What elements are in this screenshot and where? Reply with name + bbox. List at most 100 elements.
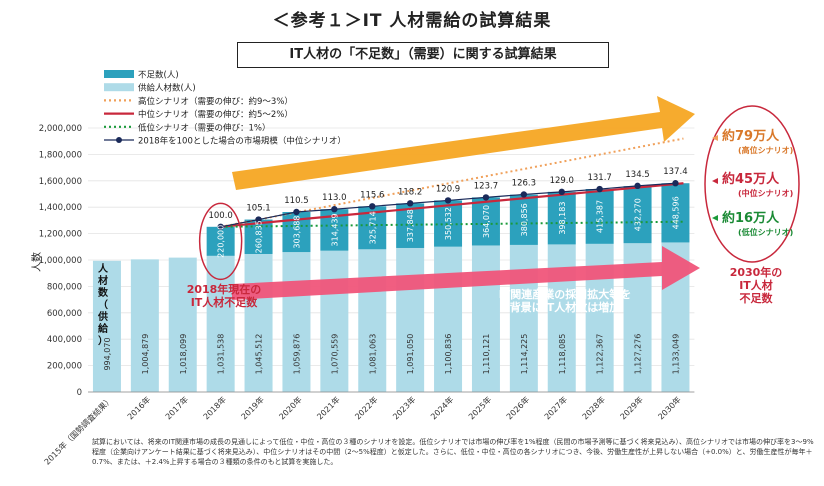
y-tick-label: 600,000 bbox=[47, 309, 82, 319]
supply-bar bbox=[434, 246, 463, 392]
market-size-label: 137.4 bbox=[663, 167, 687, 177]
supply-side-label: 人材数（供給） bbox=[97, 262, 109, 347]
market-size-label: 134.5 bbox=[625, 170, 649, 180]
market-size-label: 110.5 bbox=[284, 196, 308, 206]
shortage-value-label: 448,596 bbox=[671, 196, 680, 229]
market-growth-arrow bbox=[232, 96, 695, 190]
x-tick-label: 2030年 bbox=[656, 394, 683, 421]
supply-growth-arrow bbox=[232, 246, 700, 300]
x-tick-label: 2023年 bbox=[390, 394, 417, 421]
x-tick-label: 2018年 bbox=[201, 394, 228, 421]
market-size-point bbox=[331, 206, 338, 213]
market-size-label: 129.0 bbox=[550, 176, 574, 186]
supply-growth-note: IT関連産業の採用拡大等を背景にIT人材数は増加 bbox=[499, 287, 632, 314]
x-tick-label: 2029年 bbox=[618, 394, 645, 421]
page-title: ＜参考１＞IT 人材需給の試算結果 bbox=[272, 11, 552, 31]
low-scenario-tag: (低位シナリオ) bbox=[738, 227, 793, 237]
shortage-value-label: 398,183 bbox=[558, 202, 567, 235]
market-size-point bbox=[444, 197, 452, 204]
data-labels: 994,070 1,004,879 1,018,099 1,031,538 220,00… bbox=[103, 167, 688, 374]
high-pointer bbox=[712, 135, 718, 141]
shortage-bar bbox=[244, 219, 273, 254]
supply-bar bbox=[396, 247, 425, 392]
x-tick-label: 2027年 bbox=[542, 394, 569, 421]
x-tick-label: 2024年 bbox=[428, 394, 455, 421]
high-value: 約79万人 bbox=[722, 128, 780, 144]
market-size-point bbox=[596, 185, 603, 193]
shortage-bar bbox=[547, 191, 576, 245]
market-size-point bbox=[406, 200, 414, 207]
supply-bar bbox=[168, 257, 197, 392]
supply-value-label: 1,122,367 bbox=[596, 334, 605, 375]
supply-bar bbox=[282, 252, 311, 392]
low-pointer bbox=[712, 215, 718, 221]
y-tick-label: 1,200,000 bbox=[39, 230, 82, 240]
high-scenario-tag: (高位シナリオ) bbox=[738, 145, 793, 155]
market-size-label: 126.3 bbox=[512, 178, 536, 188]
market-size-point bbox=[255, 216, 262, 223]
legend-high-label: 高位シナリオ（需要の伸び：約9～3%） bbox=[138, 96, 293, 107]
market-size-point bbox=[369, 203, 376, 210]
market-size-point bbox=[217, 223, 224, 230]
x-tick-label: 2022年 bbox=[353, 394, 380, 421]
supply-value-label: 1,004,879 bbox=[141, 334, 150, 375]
market-size-label: 105.1 bbox=[246, 204, 270, 214]
low-value: 約16万人 bbox=[722, 210, 780, 226]
y-tick-label: 1,000,000 bbox=[39, 256, 82, 266]
market-size-point bbox=[634, 182, 641, 190]
mid-scenario-tag: (中位シナリオ) bbox=[738, 188, 793, 198]
legend-market-marker bbox=[116, 137, 122, 143]
x-tick-label: 2028年 bbox=[580, 394, 607, 421]
shortage-value-label: 314,439 bbox=[330, 213, 339, 246]
y-axis-label: 人数 bbox=[30, 252, 43, 272]
annotations: 人材数（供給） ITニーズの拡大により IT関連市場規模は今後も拡大 IT関連産業の採… bbox=[97, 89, 800, 347]
market-size-point bbox=[520, 191, 528, 198]
shortage-value-label: 325,714 bbox=[368, 211, 377, 244]
legend-shortage-swatch bbox=[104, 70, 134, 78]
supply-value-label: 1,118,085 bbox=[558, 334, 567, 375]
shortage-bar bbox=[585, 189, 614, 244]
supply-value-label: 1,091,050 bbox=[406, 334, 415, 375]
shortage-2030-note: 2030年の IT人材不足数 bbox=[730, 265, 783, 305]
supply-value-label: 1,114,225 bbox=[520, 334, 529, 375]
y-tick-label: 0 bbox=[77, 388, 82, 398]
shortage-bar bbox=[623, 186, 652, 244]
supply-bar bbox=[471, 245, 500, 392]
shortage-value-label: 350,532 bbox=[444, 207, 453, 240]
shortage-value-label: 303,688 bbox=[292, 216, 301, 249]
supply-value-label: 1,045,512 bbox=[255, 334, 264, 375]
supply-value-label: 1,059,876 bbox=[292, 334, 301, 375]
mid-value: 約45万人 bbox=[722, 171, 780, 187]
supply-bar bbox=[244, 253, 273, 392]
supply-bar bbox=[320, 250, 349, 392]
supply-bar bbox=[358, 249, 387, 392]
supply-value-label: 1,070,559 bbox=[330, 334, 339, 375]
legend: 不足数(人) 供給人材数(人) 高位シナリオ（需要の伸び：約9～3%） 中位シナリオ（… bbox=[104, 70, 346, 147]
market-size-point bbox=[672, 180, 679, 187]
market-size-point bbox=[558, 188, 565, 196]
x-tick-label: 2026年 bbox=[504, 394, 531, 421]
x-tick-label: 2017年 bbox=[163, 394, 190, 421]
shortage-value-label: 415,387 bbox=[596, 200, 605, 233]
supply-value-label: 994,070 bbox=[103, 337, 112, 370]
market-size-label: 131.7 bbox=[587, 173, 611, 183]
supply-bar bbox=[206, 255, 235, 392]
shortage-value-label: 260,835 bbox=[255, 220, 264, 253]
current-shortage-circle bbox=[198, 202, 243, 281]
x-tick-label: 2016年 bbox=[125, 394, 152, 421]
legend-shortage-label: 不足数(人) bbox=[138, 70, 179, 81]
supply-value-label: 1,031,538 bbox=[217, 334, 226, 375]
footnote: 試算においては、将来のIT関連市場の成長の見通しによって低位・中位・高位の３種の… bbox=[92, 438, 814, 466]
shortage-bar bbox=[661, 183, 690, 243]
shortage-value-label: 380,856 bbox=[520, 203, 529, 236]
low-scenario-line bbox=[220, 220, 684, 228]
x-tick-label: 2025年 bbox=[466, 394, 493, 421]
market-growth-note: ITニーズの拡大により IT関連市場規模は今後も拡大 bbox=[415, 89, 525, 129]
market-size-label: 113.0 bbox=[322, 193, 346, 203]
market-size-label: 100.0 bbox=[208, 211, 232, 221]
y-tick-label: 1,400,000 bbox=[39, 203, 82, 213]
current-shortage-note: 2018年現在の IT人材不足数 bbox=[187, 282, 262, 309]
y-tick-label: 200,000 bbox=[47, 362, 82, 372]
supply-value-label: 1,133,049 bbox=[671, 334, 680, 375]
